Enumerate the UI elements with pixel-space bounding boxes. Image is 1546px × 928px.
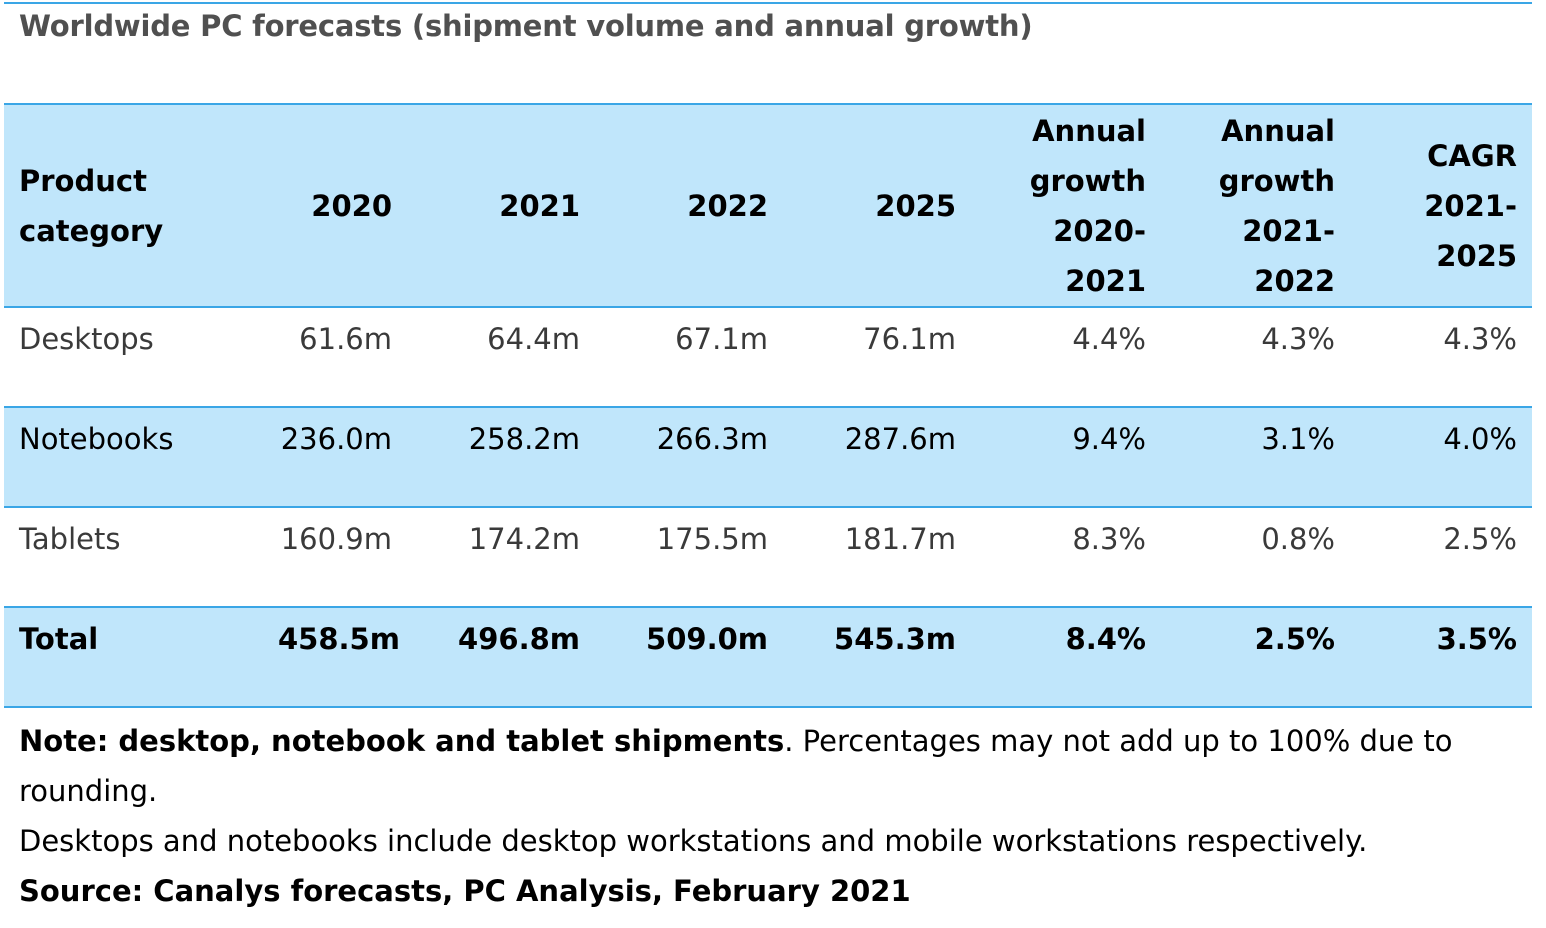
table-cell: 8.3%	[1072, 522, 1146, 556]
table-cell: 67.1m	[675, 322, 768, 356]
column-header: Annual growth 2021-2022	[1218, 113, 1335, 298]
table-cell: 4.3%	[1261, 322, 1335, 356]
table-cell: 496.8m	[458, 622, 580, 656]
table-cell: 175.5m	[656, 522, 768, 556]
column-header: 2021	[499, 188, 580, 223]
footnotes: Note: desktop, notebook and tablet shipm…	[19, 716, 1519, 916]
source-line: Source: Canalys forecasts, PC Analysis, …	[19, 866, 1519, 916]
table-cell: 236.0m	[280, 422, 392, 456]
column-header: 2025	[875, 188, 956, 223]
table-cell: 3.5%	[1436, 622, 1517, 656]
column-header: Annual growth 2020-2021	[1029, 113, 1146, 298]
column-header: 2022	[687, 188, 768, 223]
source-text: Source: Canalys forecasts, PC Analysis, …	[19, 874, 911, 908]
table-cell: 8.4%	[1065, 622, 1146, 656]
table-cell: 4.0%	[1443, 422, 1517, 456]
row-label: Desktops	[19, 322, 154, 356]
table-cell: 9.4%	[1072, 422, 1146, 456]
column-header: 2020	[311, 188, 392, 223]
table-cell: 458.5m	[278, 622, 400, 656]
column-header: CAGR 2021-2025	[1424, 138, 1517, 273]
table-title: Worldwide PC forecasts (shipment volume …	[19, 9, 1033, 43]
table-cell: 3.1%	[1261, 422, 1335, 456]
table-cell: 174.2m	[468, 522, 580, 556]
table-cell: 2.5%	[1443, 522, 1517, 556]
table-row-total: Total 458.5m 496.8m 509.0m 545.3m 8.4% 2…	[4, 607, 1532, 707]
column-header: Product category	[19, 163, 164, 248]
note-text: . Percentages may not add up to 100% due…	[19, 724, 1453, 808]
header-row: Product category 2020 2021 2022 2025 Ann…	[4, 104, 1532, 307]
table-cell: 258.2m	[468, 422, 580, 456]
table-cell: 2.5%	[1254, 622, 1335, 656]
table-cell: 0.8%	[1261, 522, 1335, 556]
table-row-tablets: Tablets 160.9m 174.2m 175.5m 181.7m 8.3%…	[4, 507, 1532, 607]
table-cell: 160.9m	[280, 522, 392, 556]
table-row-desktops: Desktops 61.6m 64.4m 67.1m 76.1m 4.4% 4.…	[4, 307, 1532, 407]
table-cell: 266.3m	[656, 422, 768, 456]
table-cell: 545.3m	[834, 622, 956, 656]
table-cell: 61.6m	[299, 322, 392, 356]
row-label: Notebooks	[19, 422, 174, 456]
row-label: Total	[19, 622, 99, 656]
table-cell: 64.4m	[487, 322, 580, 356]
table-cell: 509.0m	[646, 622, 768, 656]
workstation-note: Desktops and notebooks include desktop w…	[19, 824, 1368, 858]
table-cell: 287.6m	[844, 422, 956, 456]
table-cell: 76.1m	[863, 322, 956, 356]
table-row-notebooks: Notebooks 236.0m 258.2m 266.3m 287.6m 9.…	[4, 407, 1532, 507]
note-bold: Note: desktop, notebook and tablet shipm…	[19, 724, 785, 758]
note-line: Note: desktop, notebook and tablet shipm…	[19, 716, 1519, 816]
row-label: Tablets	[19, 522, 121, 556]
table-cell: 4.3%	[1443, 322, 1517, 356]
forecast-table: Product category 2020 2021 2022 2025 Ann…	[4, 103, 1532, 708]
top-rule	[4, 2, 1532, 4]
table-cell: 181.7m	[844, 522, 956, 556]
table-cell: 4.4%	[1072, 322, 1146, 356]
